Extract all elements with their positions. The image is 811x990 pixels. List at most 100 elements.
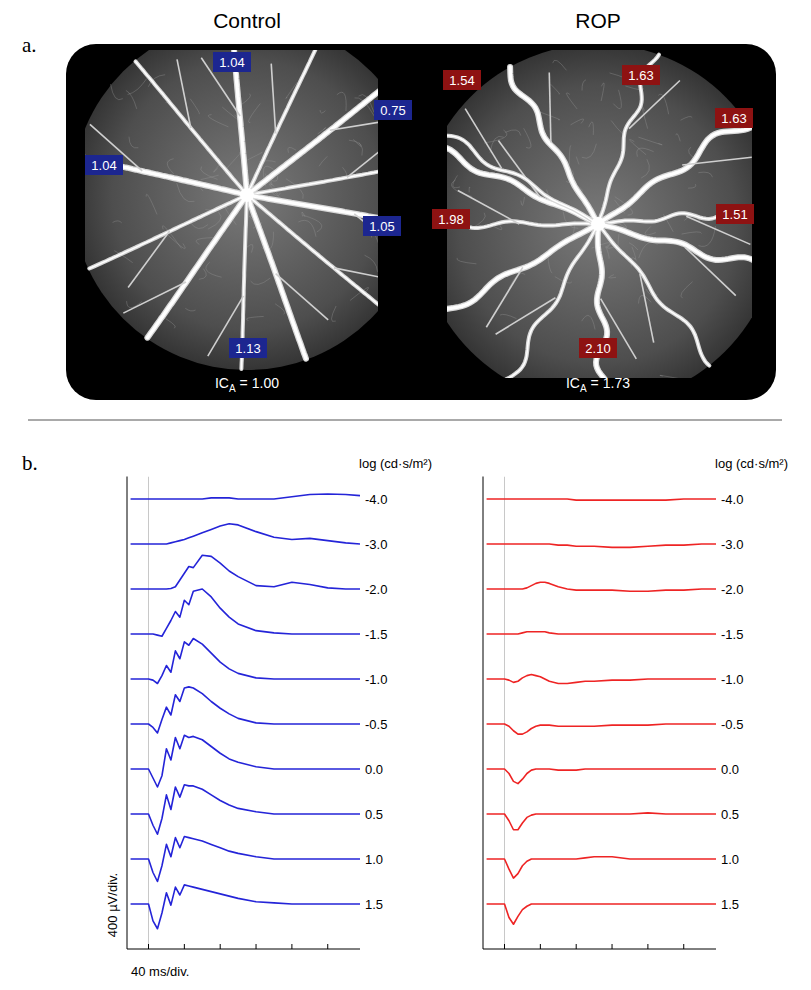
- x-tick: [540, 944, 541, 949]
- vessel: [253, 164, 378, 194]
- x-tick: [148, 944, 149, 949]
- erg-trace: [487, 499, 716, 500]
- fundus: [447, 50, 752, 378]
- tortuosity-label: 1.63: [721, 111, 746, 126]
- capillary: [166, 319, 176, 329]
- x-tick: [291, 944, 292, 949]
- capillary: [451, 180, 472, 197]
- capillary: [190, 99, 199, 114]
- image-title: Control: [213, 9, 281, 32]
- vessel-core: [510, 67, 595, 219]
- capillary: [303, 215, 322, 232]
- tortuosity-box: [213, 52, 251, 72]
- capillary: [682, 232, 702, 234]
- capillary: [199, 269, 207, 280]
- erg-trace: [487, 632, 716, 634]
- capillary: [206, 262, 222, 277]
- capillary: [688, 184, 696, 188]
- capillary: [185, 308, 195, 311]
- capillary: [288, 147, 296, 152]
- annotation: log (cd·s/m²): [359, 456, 432, 471]
- capillary: [524, 128, 531, 148]
- tortuosity-box: [229, 338, 267, 358]
- tortuosity-label: 0.75: [380, 103, 405, 118]
- vessel-branch: [177, 59, 191, 128]
- erg-trace: [131, 555, 360, 589]
- erg-trace: [487, 582, 716, 591]
- intensity-label: 0.0: [365, 762, 383, 777]
- capillary: [613, 90, 621, 109]
- capillary: [676, 134, 680, 142]
- capillary: [566, 93, 577, 109]
- vessel-branch: [486, 267, 522, 327]
- capillary: [146, 194, 157, 214]
- capillary: [208, 212, 221, 229]
- intensity-label: 0.0: [721, 762, 739, 777]
- x-tick: [504, 944, 505, 949]
- intensity-label: 0.5: [365, 807, 383, 822]
- divider: [28, 420, 782, 421]
- vessel: [602, 229, 710, 366]
- capillary: [353, 139, 361, 146]
- capillary: [658, 94, 668, 114]
- capillary: [167, 159, 174, 174]
- vessel: [447, 135, 593, 221]
- vessel-core: [136, 61, 244, 190]
- capillary: [611, 120, 623, 134]
- tortuosity-box: [432, 209, 470, 229]
- tortuosity-box: [622, 65, 660, 85]
- tortuosity-box: [715, 108, 753, 128]
- capillary: [128, 78, 147, 94]
- capillary: [645, 226, 656, 235]
- vessel-branch: [685, 247, 736, 295]
- capillary: [208, 115, 228, 127]
- fundus: [85, 50, 378, 370]
- erg-trace: [487, 904, 716, 924]
- optic-disc: [240, 188, 254, 202]
- plot-area: [487, 477, 716, 950]
- image-title: ROP: [575, 9, 621, 32]
- vessel-core: [249, 201, 306, 359]
- erg-trace: [131, 837, 360, 882]
- capillary: [571, 119, 584, 125]
- tortuosity-label: 1.98: [438, 212, 463, 227]
- x-axis-title: 40 ms/div.: [131, 964, 189, 979]
- vessel-core: [602, 229, 710, 366]
- vessel-branch: [354, 214, 378, 258]
- tortuosity-box: [443, 70, 481, 90]
- index-label: ICA=1.00: [215, 375, 279, 394]
- capillary: [521, 197, 525, 206]
- capillary: [553, 60, 567, 70]
- vessel-branch: [334, 268, 378, 282]
- intensity-label: 1.5: [721, 897, 739, 912]
- vessel-branch: [496, 298, 556, 334]
- intensity-label: -4.0: [721, 492, 743, 507]
- index-name: IC: [566, 375, 580, 391]
- intensity-label: -1.5: [365, 627, 387, 642]
- vessel-core: [604, 225, 752, 275]
- capillary: [641, 159, 649, 178]
- figure: a.Control1.040.751.041.051.13ICA=1.00ROP…: [0, 0, 811, 990]
- capillary: [639, 242, 658, 258]
- vessel-branch: [347, 134, 378, 178]
- x-tick: [184, 944, 185, 949]
- index-value: 1.00: [252, 375, 279, 391]
- intensity-label: 1.5: [365, 897, 383, 912]
- vessel-branch: [549, 72, 551, 142]
- capillary: [698, 172, 712, 177]
- tortuosity-label: 2.10: [585, 341, 610, 356]
- fundus-image: [85, 50, 378, 370]
- capillary: [319, 156, 327, 166]
- capillary: [681, 116, 693, 120]
- erg-trace: [487, 813, 716, 830]
- capillary: [298, 220, 316, 236]
- capillary: [242, 94, 251, 104]
- capillary: [129, 137, 138, 148]
- vessel-core: [447, 135, 593, 221]
- vessel-core: [447, 227, 593, 310]
- erg-trace: [487, 544, 716, 547]
- capillary: [642, 106, 648, 128]
- capillary: [551, 84, 560, 94]
- capillary: [582, 315, 595, 329]
- capillary: [576, 157, 579, 165]
